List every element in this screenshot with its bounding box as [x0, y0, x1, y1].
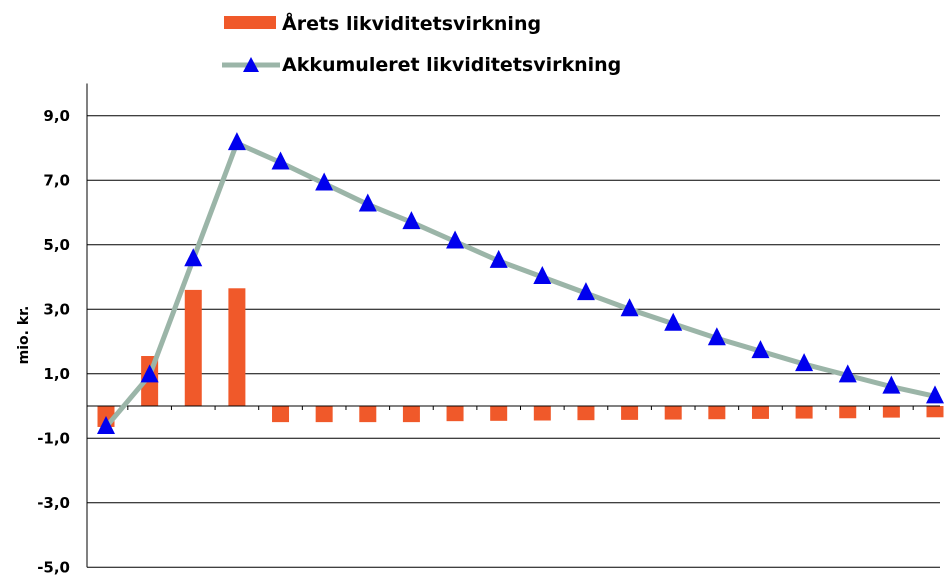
x-axis: [87, 405, 940, 410]
bar: [272, 406, 290, 423]
data-point-marker: [795, 353, 814, 372]
y-tick-label: -3,0: [37, 494, 70, 512]
data-point-marker: [446, 230, 465, 249]
data-point-marker: [533, 266, 552, 284]
data-point-marker: [402, 211, 421, 230]
legend-label-akkumuleret: Akkumuleret likviditetsvirkning: [282, 54, 621, 76]
bar: [621, 406, 639, 420]
legend-label-arets: Årets likviditetsvirkning: [282, 11, 541, 35]
bar: [577, 406, 595, 421]
y-tick-label: -1,0: [37, 429, 70, 447]
bar: [795, 406, 813, 419]
legend-triangle-marker: [243, 57, 259, 72]
gridlines: [86, 83, 940, 568]
bar: [359, 406, 377, 423]
data-point-marker: [227, 132, 246, 151]
data-point-marker: [140, 364, 159, 383]
data-point-marker: [707, 327, 726, 346]
bar: [926, 406, 944, 418]
line-series: [97, 132, 944, 434]
y-axis-title: mio. kr.: [16, 306, 32, 365]
bar: [184, 289, 202, 406]
data-point-marker: [926, 385, 944, 404]
data-point-marker: [184, 248, 203, 267]
y-tick-label: 7,0: [43, 171, 70, 189]
data-point-marker: [620, 298, 639, 317]
legend-bar-swatch: [224, 16, 276, 29]
bar: [402, 406, 420, 423]
bar: [882, 406, 900, 418]
bar: [708, 406, 726, 420]
y-tick-label: 9,0: [43, 107, 70, 125]
data-point-marker: [97, 415, 115, 434]
data-point-marker: [271, 151, 290, 170]
series-line: [104, 140, 936, 429]
bar: [533, 406, 551, 421]
bar: [228, 288, 246, 406]
bar: [490, 406, 508, 421]
bar: [446, 406, 464, 422]
y-tick-label: -5,0: [37, 558, 70, 576]
data-point-marker: [489, 249, 508, 268]
y-tick-label: 5,0: [43, 236, 70, 254]
data-point-marker: [664, 312, 683, 331]
data-point-marker: [576, 282, 595, 301]
bar: [315, 406, 333, 423]
data-point-marker: [358, 193, 377, 212]
data-point-marker: [751, 340, 770, 359]
data-point-marker: [838, 364, 857, 383]
bar: [839, 406, 857, 419]
legend: Årets likviditetsvirkning Akkumuleret li…: [222, 11, 621, 76]
y-tick-label: 3,0: [43, 300, 70, 318]
bar: [751, 406, 769, 419]
data-point-marker: [882, 375, 901, 394]
data-point-marker: [315, 172, 334, 191]
bar: [664, 406, 682, 420]
y-tick-labels: 9,0 7,0 5,0 3,0 1,0 -1,0 -3,0 -5,0: [37, 107, 70, 576]
y-tick-label: 1,0: [43, 365, 70, 383]
